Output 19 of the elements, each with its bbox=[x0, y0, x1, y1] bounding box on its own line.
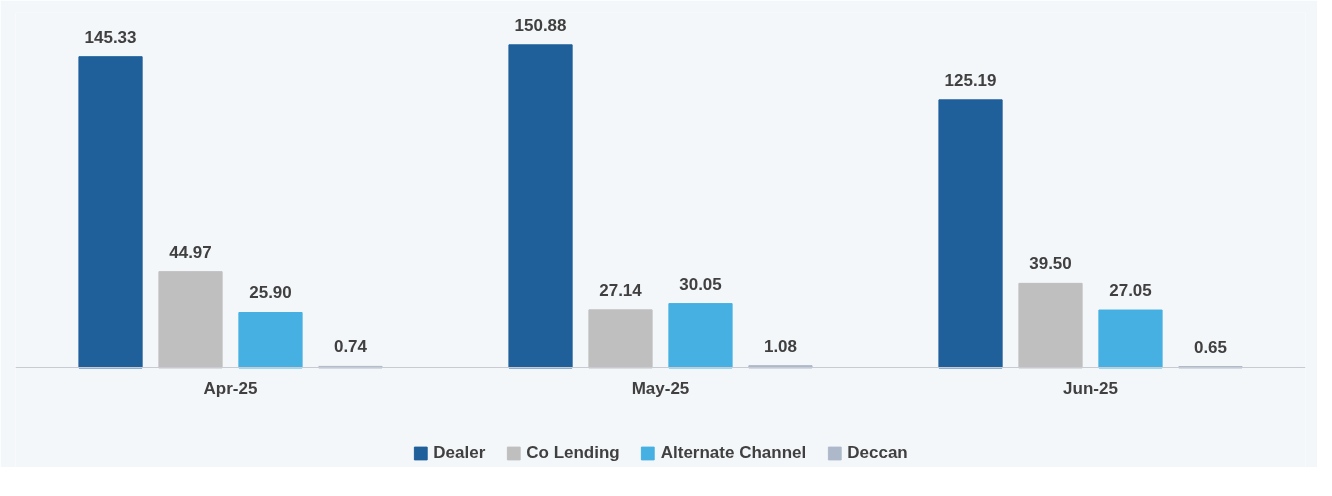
legend-label: Deccan bbox=[847, 443, 908, 463]
legend-label: Dealer bbox=[433, 443, 486, 463]
data-label: 30.05 bbox=[679, 274, 722, 294]
x-tick-label: May-25 bbox=[631, 378, 690, 398]
x-tick-label: Apr-25 bbox=[203, 378, 258, 398]
legend-label: Co Lending bbox=[526, 443, 620, 463]
data-label: 0.74 bbox=[333, 337, 368, 357]
data-label: 150.88 bbox=[514, 15, 567, 35]
data-label: 27.14 bbox=[599, 280, 643, 300]
data-label: 0.65 bbox=[1193, 337, 1228, 357]
data-label: 27.05 bbox=[1109, 281, 1152, 301]
data-label: 25.90 bbox=[249, 283, 292, 303]
data-label: 125.19 bbox=[944, 70, 997, 90]
data-label: 1.08 bbox=[763, 336, 798, 356]
data-label: 145.33 bbox=[84, 27, 137, 47]
x-tick-label: Jun-25 bbox=[1063, 378, 1118, 398]
legend-label: Alternate Channel bbox=[660, 443, 807, 463]
data-label: 44.97 bbox=[169, 242, 212, 262]
data-label: 39.50 bbox=[1029, 254, 1072, 274]
